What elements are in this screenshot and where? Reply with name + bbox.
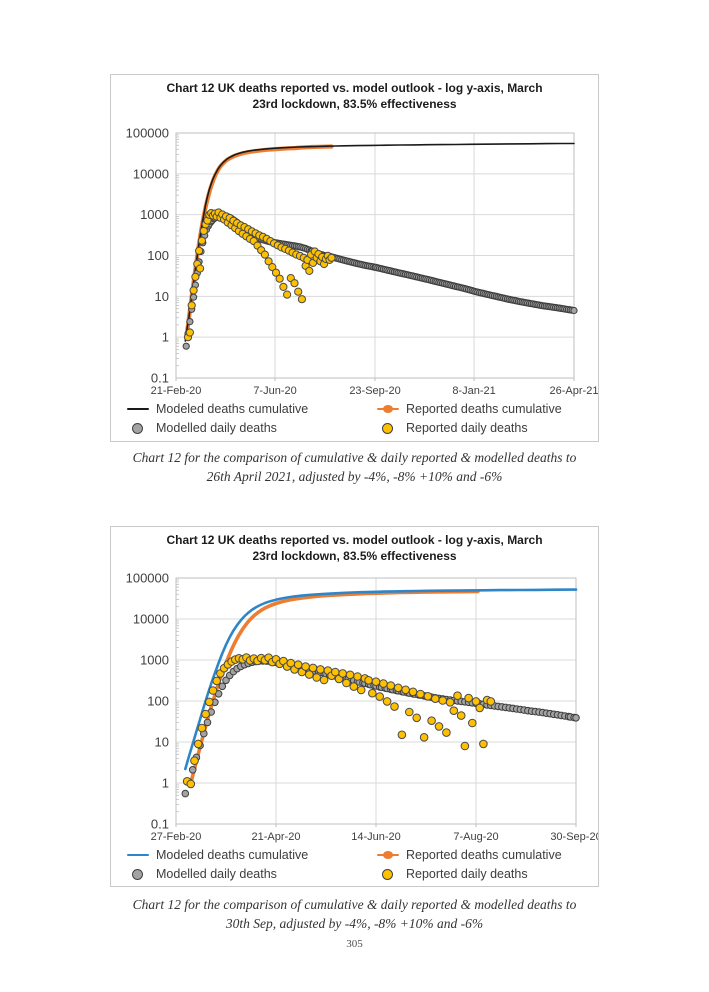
legend-item: Modelled daily deaths: [127, 420, 377, 436]
svg-text:21-Apr-20: 21-Apr-20: [252, 831, 301, 843]
svg-text:100000: 100000: [126, 126, 169, 141]
svg-text:100000: 100000: [126, 571, 169, 586]
chart-caption-1: Chart 12 for the comparison of cumulativ…: [0, 448, 709, 486]
chart-title-line2: 23rd lockdown, 83.5% effectiveness: [252, 96, 457, 111]
chart-title-line1: Chart 12 UK deaths reported vs. model ou…: [166, 533, 543, 547]
chart-caption-2: Chart 12 for the comparison of cumulativ…: [0, 895, 709, 933]
legend-item: Reported deaths cumulative: [377, 401, 595, 417]
legend-item: Modelled daily deaths: [127, 866, 377, 882]
modeled-cumulative-line-icon: [127, 849, 149, 862]
reported-daily-circle-icon: [377, 422, 399, 435]
chart-title: Chart 12 UK deaths reported vs. model ou…: [111, 75, 598, 119]
svg-text:7-Aug-20: 7-Aug-20: [453, 831, 498, 843]
legend-label: Reported deaths cumulative: [406, 402, 562, 416]
caption-line1: Chart 12 for the comparison of cumulativ…: [132, 897, 577, 912]
chart-legend: Modeled deaths cumulative Reported death…: [111, 401, 598, 436]
svg-text:10000: 10000: [133, 612, 169, 627]
legend-label: Modeled deaths cumulative: [156, 402, 309, 416]
svg-text:10000: 10000: [133, 166, 169, 181]
legend-item: Modeled deaths cumulative: [127, 847, 377, 863]
legend-label: Modeled deaths cumulative: [156, 848, 309, 862]
modelled-daily-circle-icon: [127, 422, 149, 435]
reported-daily-circle-icon: [377, 868, 399, 881]
caption-line2: 30th Sep, adjusted by -4%, -8% +10% and …: [225, 916, 484, 932]
svg-text:0.1: 0.1: [151, 371, 169, 386]
svg-text:7-Jun-20: 7-Jun-20: [253, 385, 296, 397]
chart-legend: Modeled deaths cumulative Reported death…: [111, 847, 598, 882]
svg-text:1: 1: [162, 776, 169, 791]
svg-text:0.1: 0.1: [151, 817, 169, 832]
legend-label: Reported daily deaths: [406, 421, 528, 435]
reported-cumulative-line-icon: [377, 403, 399, 416]
svg-text:8-Jan-21: 8-Jan-21: [452, 385, 495, 397]
caption-line1: Chart 12 for the comparison of cumulativ…: [132, 450, 577, 465]
svg-text:21-Feb-20: 21-Feb-20: [151, 385, 202, 397]
svg-text:27-Feb-20: 27-Feb-20: [151, 831, 202, 843]
svg-text:1: 1: [162, 330, 169, 345]
svg-text:26-Apr-21: 26-Apr-21: [550, 385, 598, 397]
chart-plot: 100000 10000 1000 100 10 1 0.121-Feb-20 7-Jun-2…: [126, 126, 598, 398]
modelled-daily-circle-icon: [127, 868, 149, 881]
legend-item: Modeled deaths cumulative: [127, 401, 377, 417]
chart-figure-1: Chart 12 UK deaths reported vs. model ou…: [110, 74, 599, 442]
legend-label: Modelled daily deaths: [156, 421, 277, 435]
chart-title-line1: Chart 12 UK deaths reported vs. model ou…: [166, 81, 543, 95]
page-number: 305: [346, 938, 363, 950]
svg-text:1000: 1000: [140, 653, 169, 668]
svg-text:1000: 1000: [140, 207, 169, 222]
svg-text:100: 100: [147, 248, 169, 263]
chart-title: Chart 12 UK deaths reported vs. model ou…: [111, 527, 598, 567]
legend-label: Reported daily deaths: [406, 867, 528, 881]
modeled-cumulative-line-icon: [127, 403, 149, 416]
svg-text:100: 100: [147, 694, 169, 709]
legend-item: Reported deaths cumulative: [377, 847, 595, 863]
chart-figure-2: Chart 12 UK deaths reported vs. model ou…: [110, 526, 599, 887]
legend-item: Reported daily deaths: [377, 866, 595, 882]
legend-label: Reported deaths cumulative: [406, 848, 562, 862]
reported-cumulative-line-icon: [377, 849, 399, 862]
svg-text:10: 10: [155, 289, 169, 304]
svg-text:10: 10: [155, 735, 169, 750]
legend-item: Reported daily deaths: [377, 420, 595, 436]
svg-text:23-Sep-20: 23-Sep-20: [349, 385, 400, 397]
svg-text:14-Jun-20: 14-Jun-20: [351, 831, 401, 843]
chart-plot: 100000 10000 1000 100 10 1 0.127-Feb-20 21-Apr-…: [126, 571, 598, 844]
legend-label: Modelled daily deaths: [156, 867, 277, 881]
chart-title-line2: 23rd lockdown, 83.5% effectiveness: [252, 548, 457, 563]
caption-line2: 26th April 2021, adjusted by -4%, -8% +1…: [206, 469, 503, 485]
svg-text:30-Sep-20: 30-Sep-20: [550, 831, 598, 843]
